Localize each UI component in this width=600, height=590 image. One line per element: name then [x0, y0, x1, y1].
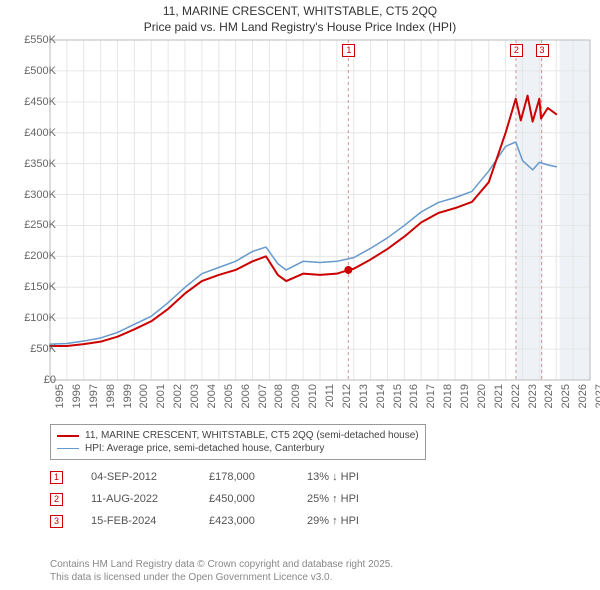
x-tick-label: 2010: [307, 384, 319, 408]
x-tick-label: 2007: [257, 384, 269, 408]
event-marker: 2: [50, 493, 63, 506]
x-tick-label: 2000: [138, 384, 150, 408]
plot-svg: [50, 40, 590, 380]
x-tick-label: 2005: [223, 384, 235, 408]
x-tick-label: 2004: [206, 384, 218, 408]
y-tick-label: £500K: [24, 65, 56, 77]
event-row: 2 11-AUG-2022 £450,000 25% ↑ HPI: [50, 488, 359, 510]
title-line2: Price paid vs. HM Land Registry's House …: [0, 20, 600, 36]
legend-label: HPI: Average price, semi-detached house,…: [85, 443, 324, 454]
x-tick-label: 2019: [459, 384, 471, 408]
legend-row: HPI: Average price, semi-detached house,…: [57, 442, 419, 455]
event-price: £423,000: [209, 515, 279, 527]
x-tick-label: 2025: [560, 384, 572, 408]
y-tick-label: £100K: [24, 312, 56, 324]
x-tick-label: 2027: [594, 384, 600, 408]
x-tick-label: 2024: [543, 384, 555, 408]
x-tick-label: 2002: [172, 384, 184, 408]
x-tick-label: 2018: [442, 384, 454, 408]
x-tick-label: 1997: [88, 384, 100, 408]
events-table: 1 04-SEP-2012 £178,000 13% ↓ HPI 2 11-AUG-202…: [50, 466, 359, 532]
x-tick-label: 2006: [240, 384, 252, 408]
x-tick-label: 2009: [290, 384, 302, 408]
event-price: £450,000: [209, 493, 279, 505]
x-tick-label: 2022: [510, 384, 522, 408]
x-tick-label: 2014: [375, 384, 387, 408]
event-marker: 3: [50, 515, 63, 528]
event-price: £178,000: [209, 471, 279, 483]
y-tick-label: £250K: [24, 219, 56, 231]
x-tick-label: 2016: [408, 384, 420, 408]
event-row: 1 04-SEP-2012 £178,000 13% ↓ HPI: [50, 466, 359, 488]
x-tick-label: 1996: [71, 384, 83, 408]
event-date: 15-FEB-2024: [91, 515, 181, 527]
x-tick-label: 2015: [392, 384, 404, 408]
legend: 11, MARINE CRESCENT, WHITSTABLE, CT5 2QQ…: [50, 424, 426, 460]
x-tick-label: 2021: [493, 384, 505, 408]
title-line1: 11, MARINE CRESCENT, WHITSTABLE, CT5 2QQ: [0, 4, 600, 20]
legend-swatch: [57, 448, 79, 449]
x-tick-label: 2023: [527, 384, 539, 408]
attribution-line2: This data is licensed under the Open Gov…: [50, 571, 393, 584]
x-tick-label: 2012: [341, 384, 353, 408]
x-tick-label: 1999: [122, 384, 134, 408]
x-tick-label: 2013: [358, 384, 370, 408]
event-date: 04-SEP-2012: [91, 471, 181, 483]
y-tick-label: £200K: [24, 250, 56, 262]
chart-marker-1: 1: [342, 44, 355, 57]
x-tick-label: 2020: [476, 384, 488, 408]
event-delta: 29% ↑ HPI: [307, 515, 359, 527]
y-tick-label: £550K: [24, 34, 56, 46]
x-tick-label: 1995: [54, 384, 66, 408]
y-tick-label: £50K: [30, 343, 56, 355]
legend-swatch: [57, 435, 79, 437]
event-marker: 1: [50, 471, 63, 484]
attribution-line1: Contains HM Land Registry data © Crown c…: [50, 558, 393, 571]
y-tick-label: £350K: [24, 158, 56, 170]
attribution: Contains HM Land Registry data © Crown c…: [50, 558, 393, 584]
y-tick-label: £400K: [24, 127, 56, 139]
y-tick-label: £300K: [24, 189, 56, 201]
x-tick-label: 1998: [105, 384, 117, 408]
chart-container: 11, MARINE CRESCENT, WHITSTABLE, CT5 2QQ…: [0, 0, 600, 590]
chart-marker-2: 2: [510, 44, 523, 57]
event-delta: 25% ↑ HPI: [307, 493, 359, 505]
event-row: 3 15-FEB-2024 £423,000 29% ↑ HPI: [50, 510, 359, 532]
x-tick-label: 2011: [324, 384, 336, 408]
chart-area: 1 23: [50, 40, 590, 380]
legend-row: 11, MARINE CRESCENT, WHITSTABLE, CT5 2QQ…: [57, 429, 419, 442]
x-tick-label: 2017: [425, 384, 437, 408]
x-tick-label: 2003: [189, 384, 201, 408]
y-tick-label: £450K: [24, 96, 56, 108]
legend-label: 11, MARINE CRESCENT, WHITSTABLE, CT5 2QQ…: [85, 430, 419, 441]
event-date: 11-AUG-2022: [91, 493, 181, 505]
event-delta: 13% ↓ HPI: [307, 471, 359, 483]
y-tick-label: £150K: [24, 281, 56, 293]
x-tick-label: 2001: [155, 384, 167, 408]
x-tick-label: 2026: [577, 384, 589, 408]
title-block: 11, MARINE CRESCENT, WHITSTABLE, CT5 2QQ…: [0, 0, 600, 35]
x-tick-label: 2008: [273, 384, 285, 408]
chart-marker-3: 3: [536, 44, 549, 57]
